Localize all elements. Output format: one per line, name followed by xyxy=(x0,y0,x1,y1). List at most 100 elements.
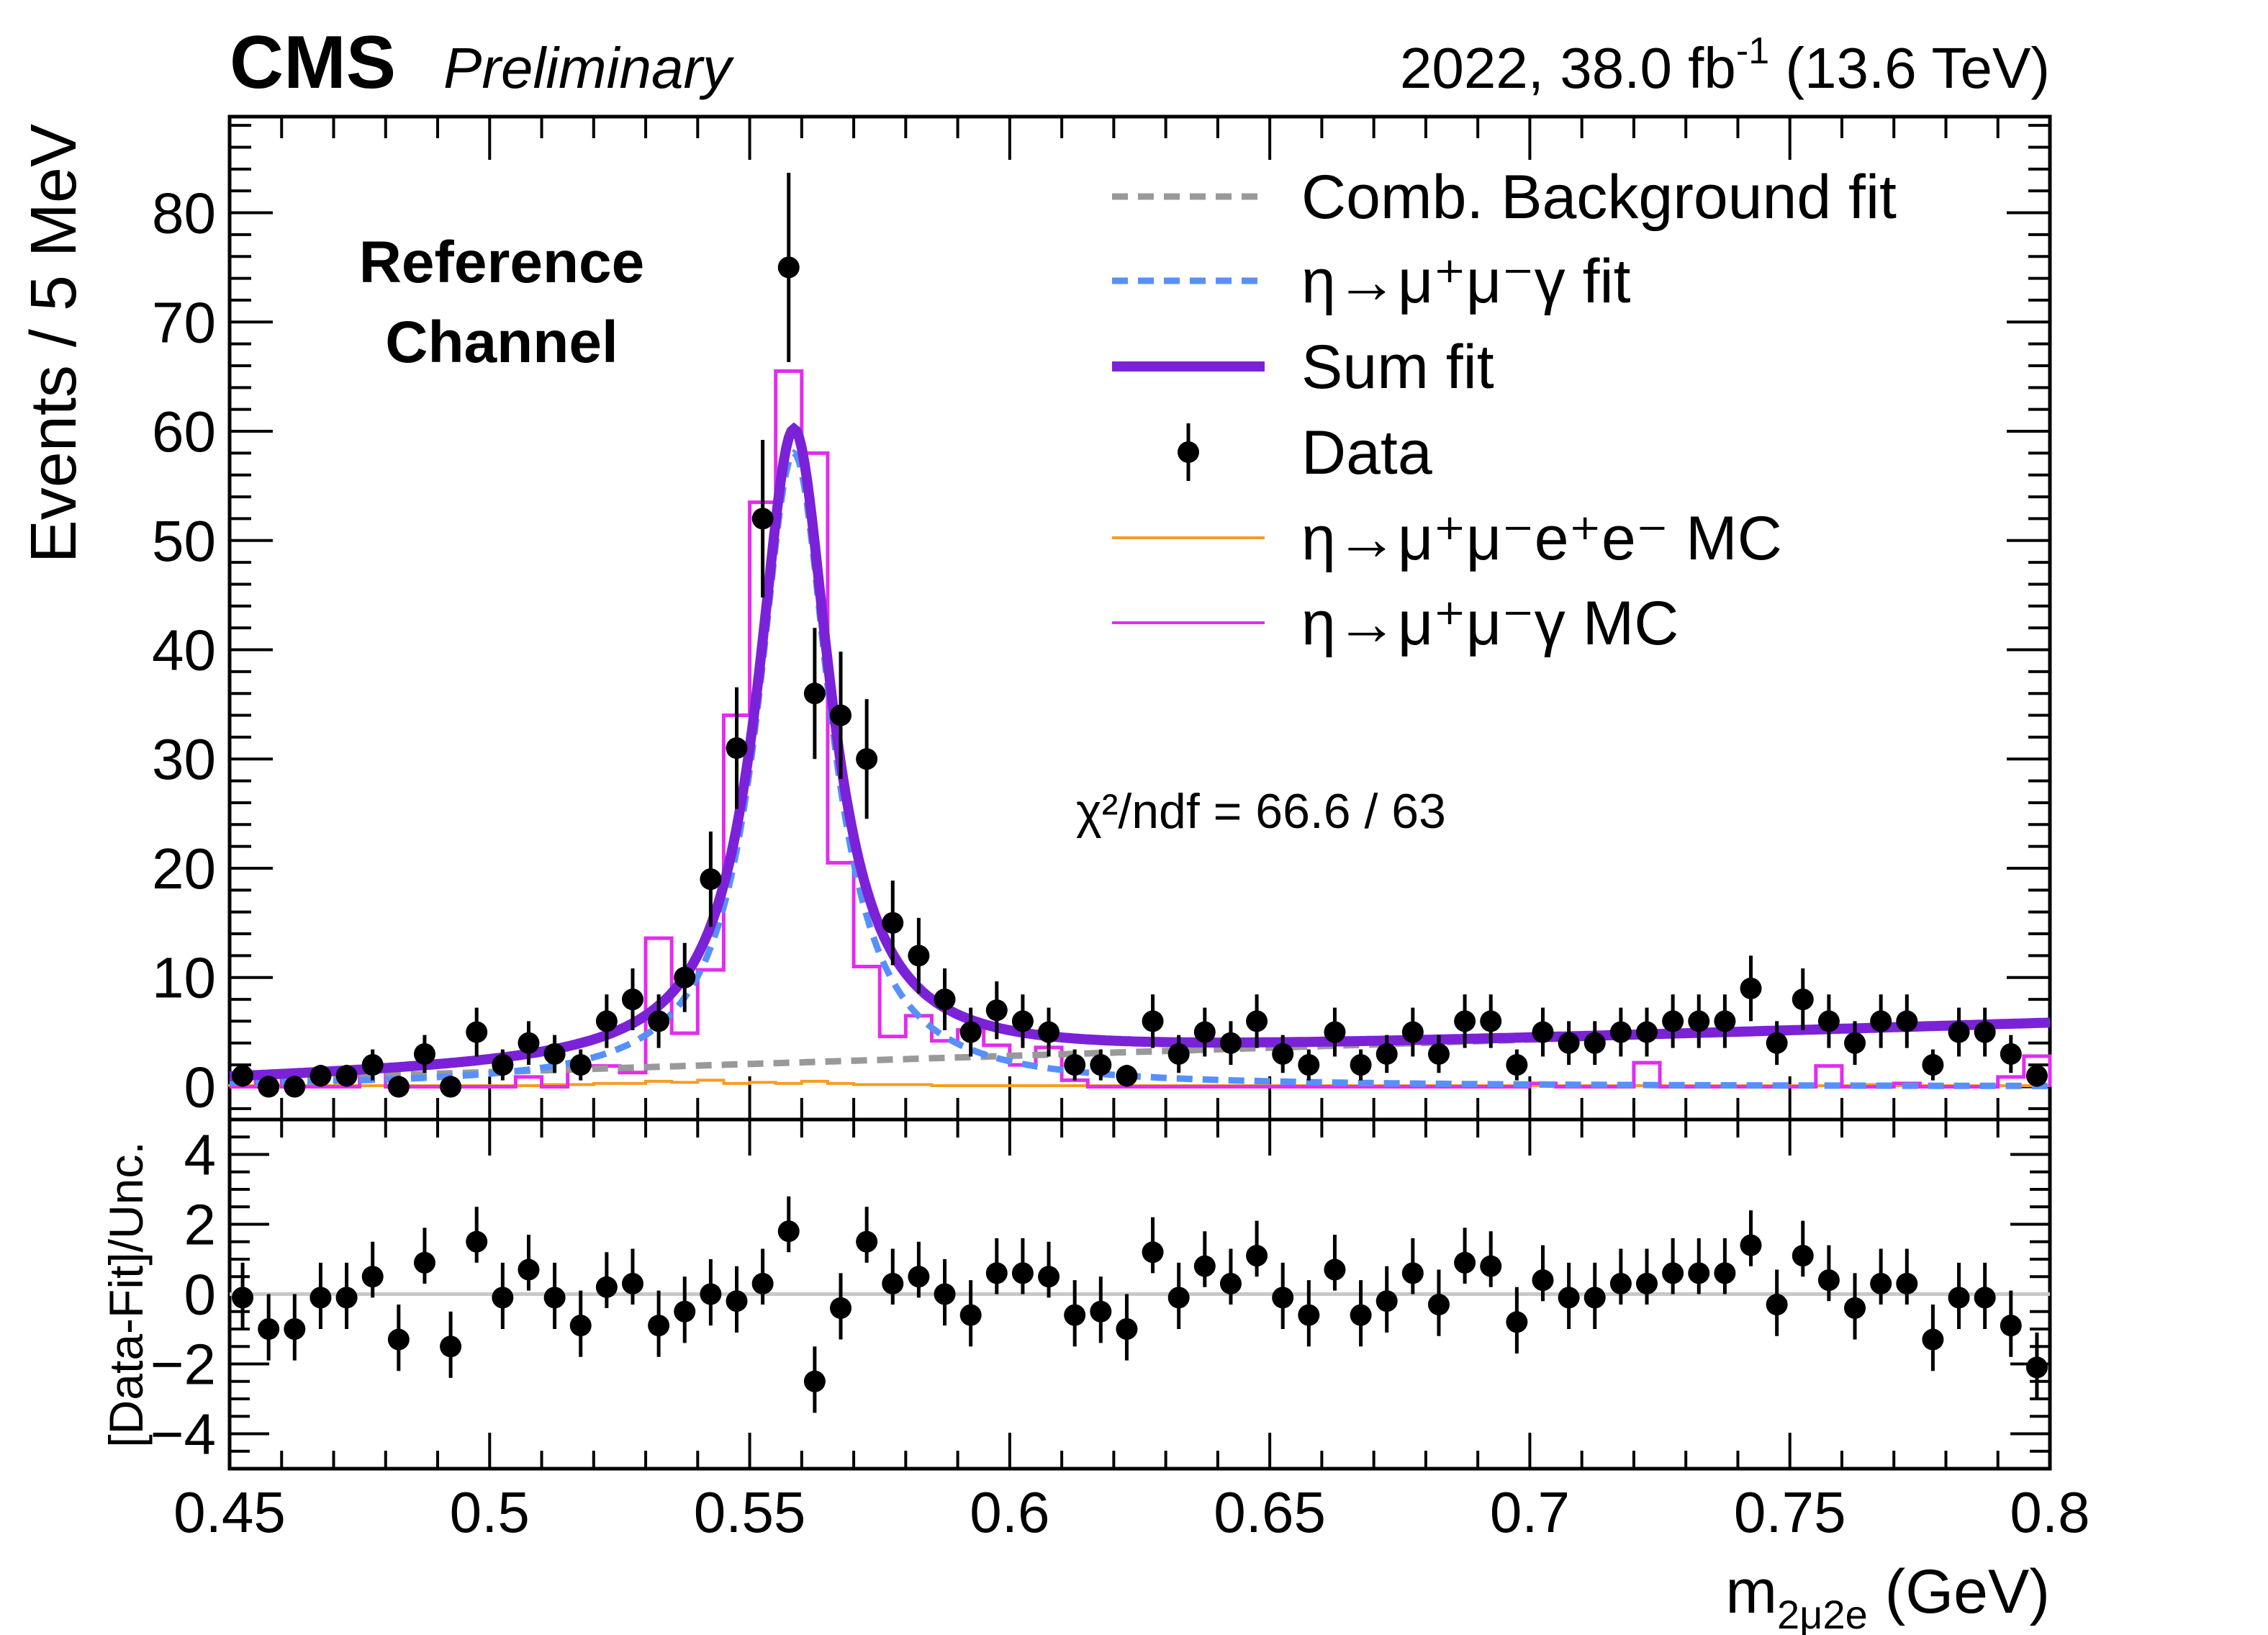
data-point xyxy=(1740,977,1762,999)
residual-point xyxy=(1427,1294,1450,1316)
data-point xyxy=(1766,1032,1788,1054)
data-point xyxy=(1454,1010,1476,1032)
residual-point xyxy=(751,1272,774,1294)
channel-title-line1: Reference xyxy=(359,230,645,295)
data-point xyxy=(492,1054,514,1076)
legend-label: η→μ⁺μ⁻γ fit xyxy=(1301,247,1631,316)
data-point xyxy=(335,1065,358,1087)
data-point xyxy=(674,966,696,988)
ratio-y-tick-label: 4 xyxy=(184,1123,217,1187)
legend-label: Sum fit xyxy=(1301,333,1494,402)
data-point xyxy=(1948,1021,1970,1043)
residual-point xyxy=(1714,1262,1736,1284)
residual-point xyxy=(1272,1287,1294,1309)
y-axis-label: Events / 5 MeV xyxy=(18,124,90,563)
residual-point xyxy=(387,1328,410,1351)
data-point xyxy=(518,1032,540,1054)
data-point xyxy=(1609,1021,1632,1043)
residual-point xyxy=(335,1287,358,1309)
residual-point xyxy=(1401,1262,1424,1284)
data-point xyxy=(1480,1010,1502,1032)
data-point xyxy=(1844,1032,1866,1054)
data-point xyxy=(1011,1010,1034,1032)
data-point xyxy=(1375,1042,1398,1065)
residual-point xyxy=(1922,1328,1944,1351)
residual-point xyxy=(1011,1262,1034,1284)
residual-point xyxy=(1193,1255,1216,1277)
lumi-sup: -1 xyxy=(1736,30,1769,72)
data-point xyxy=(1167,1042,1190,1065)
data-point xyxy=(882,911,904,934)
x-label-sub: 2μ2e xyxy=(1777,1592,1868,1635)
data-point xyxy=(1401,1021,1424,1043)
legend: Comb. Background fit η→μ⁺μ⁻γ fit Sum fit Da… xyxy=(1112,163,1897,658)
data-point xyxy=(1870,1010,1892,1032)
data-point xyxy=(856,748,878,770)
data-point xyxy=(1896,1010,1918,1032)
residual-point xyxy=(1766,1294,1788,1316)
data-point xyxy=(1038,1021,1060,1043)
residual-point xyxy=(882,1272,904,1294)
y-tick-label: 60 xyxy=(152,400,216,464)
data-point xyxy=(1817,1010,1840,1032)
residual-point xyxy=(1688,1262,1710,1284)
data-point xyxy=(1219,1032,1242,1054)
residual-point xyxy=(1558,1287,1580,1309)
residual-point xyxy=(361,1266,384,1288)
residual-point xyxy=(413,1251,435,1274)
data-point xyxy=(361,1054,384,1076)
residual-point xyxy=(492,1287,514,1309)
legend-label: Data xyxy=(1301,418,1432,487)
residual-point xyxy=(1324,1258,1346,1281)
data-point xyxy=(1583,1032,1606,1054)
data-point xyxy=(830,704,852,726)
x-label-unit: (GeV) xyxy=(1868,1557,2050,1626)
status-label: Preliminary xyxy=(443,36,735,100)
data-point xyxy=(1662,1010,1684,1032)
data-point xyxy=(726,737,748,760)
residual-point xyxy=(1636,1272,1658,1294)
residual-point xyxy=(1740,1234,1762,1256)
residual-point xyxy=(284,1318,306,1340)
residual-point xyxy=(440,1336,462,1358)
ratio-y-tick-label: −4 xyxy=(150,1402,216,1467)
sum-fit-curve xyxy=(229,422,2051,1081)
data-point xyxy=(1688,1010,1710,1032)
residual-point xyxy=(1375,1290,1398,1312)
legend-label: η→μ⁺μ⁻γ MC xyxy=(1301,589,1679,658)
data-point xyxy=(2025,1065,2048,1087)
data-point xyxy=(1792,988,1814,1011)
residual-point xyxy=(648,1315,670,1337)
residual-point xyxy=(1896,1272,1918,1294)
data-point xyxy=(595,1010,618,1032)
data-point xyxy=(1350,1054,1372,1076)
channel-title-line2: Channel xyxy=(385,310,618,375)
residual-point xyxy=(1974,1287,1996,1309)
residual-point xyxy=(674,1300,696,1323)
residual-point xyxy=(934,1283,956,1305)
y-tick-label: 40 xyxy=(152,618,216,683)
x-tick-label: 0.45 xyxy=(173,1480,286,1544)
ratio-y-tick-label: 0 xyxy=(184,1263,217,1327)
residual-point xyxy=(1246,1245,1268,1267)
data-point xyxy=(1142,1010,1164,1032)
data-point xyxy=(1090,1054,1112,1076)
data-point xyxy=(1532,1021,1554,1043)
y-tick-label: 0 xyxy=(184,1055,217,1119)
residual-point xyxy=(1506,1311,1528,1333)
residual-point xyxy=(777,1220,800,1243)
residual-point xyxy=(1532,1269,1554,1292)
data-point xyxy=(908,945,930,967)
legend-label: η→μ⁺μ⁻e⁺e⁻ MC xyxy=(1301,504,1782,573)
y-tick-label: 10 xyxy=(152,946,216,1010)
data-point xyxy=(1246,1010,1268,1032)
residual-point xyxy=(518,1258,540,1281)
data-point xyxy=(413,1042,435,1065)
residual-point xyxy=(1350,1304,1372,1326)
data-point xyxy=(1272,1042,1294,1065)
residual-point xyxy=(726,1290,748,1312)
data-point xyxy=(232,1065,254,1087)
residual-point xyxy=(2000,1315,2022,1337)
data-point xyxy=(1922,1054,1944,1076)
residual-point xyxy=(1454,1251,1476,1274)
